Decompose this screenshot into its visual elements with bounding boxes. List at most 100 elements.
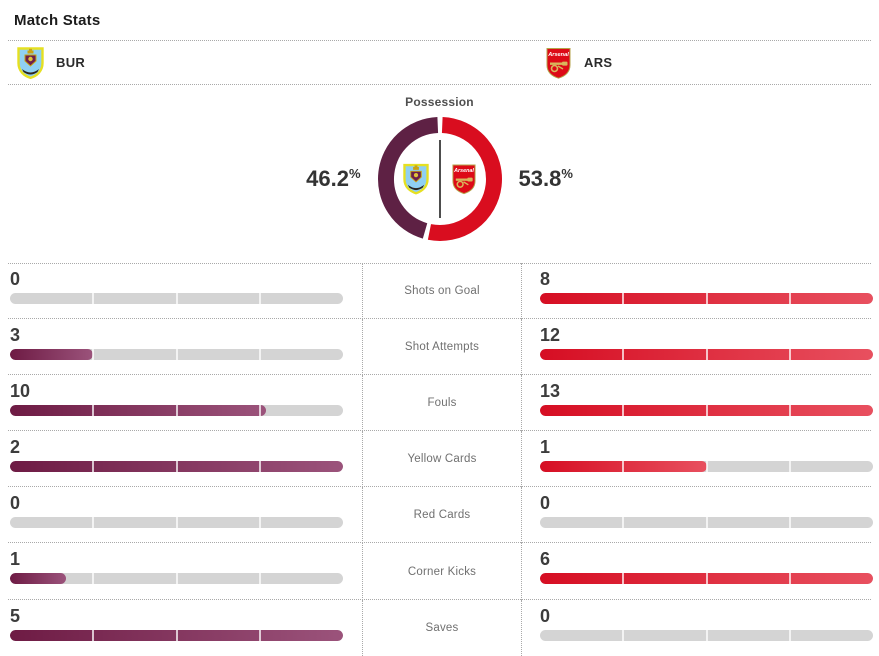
possession-section: Possession 46.2% [0,85,879,263]
bar-segment-divider [258,349,261,361]
bar-segment-divider [258,293,261,304]
stat-row: 10 Fouls 13 [0,375,879,432]
divider [8,374,871,376]
stat-bar-away [540,629,873,641]
divider [8,318,871,320]
possession-chart: 46.2% Arsenal [0,113,879,245]
stat-bar-fill-home [10,349,94,361]
stat-cell-home: 2 [0,431,362,487]
stat-value-away: 0 [540,493,551,514]
stat-bar-away [540,573,873,585]
possession-donut-ring [377,117,502,241]
bar-segment-divider [175,349,178,361]
donut-center-divider [438,140,441,218]
bar-segment-divider [705,293,708,304]
bar-segment-divider [788,405,791,417]
arsenal-crest-icon: Arsenal [451,164,476,195]
stat-value-home: 0 [10,269,21,289]
stat-cell-home: 10 [0,375,362,431]
stat-value-away: 12 [540,325,561,346]
svg-text:Arsenal: Arsenal [453,168,474,174]
stat-cell-home: 3 [0,319,362,375]
stat-cell-away: 1 [522,431,879,487]
stat-value-home: 3 [10,325,21,346]
stat-bar-away [540,461,873,473]
divider [8,542,871,544]
divider [8,430,871,432]
bar-segment-divider [92,349,95,361]
page-title: Match Stats [14,11,101,29]
stat-value-away: 0 [540,605,551,626]
stat-cell-away: 8 [522,263,879,319]
possession-donut: Arsenal [374,113,506,245]
arsenal-crest-text: Arsenal [547,52,569,58]
bar-segment-divider [92,405,95,417]
stat-bar-home [10,573,343,585]
home-team-abbr: BUR [56,55,86,70]
stat-row: 0 Red Cards 0 [0,487,879,544]
stat-value-away: 6 [540,549,551,570]
bar-segment-divider [788,461,791,473]
percent-sign: % [561,166,573,181]
bar-segment-divider [705,573,708,585]
bar-segment-divider [705,349,708,361]
stat-cell-away: 0 [522,487,879,543]
home-possession-value: 46.2% [306,166,361,191]
team-legend-row: BUR Arsenal ARS [0,41,879,84]
stat-row: 5 Saves 0 [0,599,879,656]
stat-cell-away: 12 [522,319,879,375]
bar-segment-divider [258,405,261,417]
bar-segment-divider [175,461,178,473]
home-team: BUR [17,41,85,84]
bar-segment-divider [788,349,791,361]
stat-cell-home: 0 [0,487,362,543]
stat-value-home: 1 [10,549,21,570]
bar-segment-divider [622,629,625,641]
bar-segment-divider [705,629,708,641]
stat-value-home: 0 [10,493,21,514]
stats-table: 0 Shots on Goal 8 3 Shot Attempts 12 10 Fouls 13… [0,263,879,656]
stat-bar-away [540,405,873,417]
bar-segment-divider [258,629,261,641]
stat-label-cell: Saves [362,599,522,656]
stat-bar-home [10,517,343,529]
bar-segment-divider [788,573,791,585]
stat-bar-fill-home [10,405,267,417]
stat-value-home: 10 [10,381,31,402]
divider [8,598,871,600]
stat-bar-away [540,293,873,304]
stat-cell-away: 0 [522,600,879,656]
stat-label: Fouls [427,397,457,410]
stat-cell-away: 13 [522,375,879,431]
stat-label-cell: Shot Attempts [362,319,522,376]
stat-cell-away: 6 [522,543,879,599]
bar-segment-divider [258,517,261,529]
bar-segment-divider [788,517,791,529]
percent-sign: % [348,166,361,181]
divider [8,40,871,41]
burnley-crest-icon [17,46,44,79]
stat-row: 1 Corner Kicks 6 [0,543,879,600]
bar-segment-divider [92,461,95,473]
stat-bar-fill-home [10,573,66,585]
bar-segment-divider [258,461,261,473]
stat-bar-home [10,293,343,304]
burnley-crest-icon [402,163,429,195]
bar-segment-divider [92,517,95,529]
stat-label-cell: Shots on Goal [362,263,522,320]
bar-segment-divider [92,293,95,304]
bar-segment-divider [622,461,625,473]
arsenal-crest-icon: Arsenal [546,47,571,79]
stat-label-cell: Corner Kicks [362,543,522,600]
stat-label: Corner Kicks [407,565,477,578]
stat-label: Shot Attempts [404,341,480,354]
stat-label: Yellow Cards [407,453,477,466]
away-team: Arsenal ARS [545,41,612,84]
stat-label: Red Cards [413,509,471,522]
stat-value-home: 2 [10,437,21,458]
stat-value-away: 1 [540,437,551,458]
stat-label-cell: Red Cards [362,487,522,544]
bar-segment-divider [258,573,261,585]
bar-segment-divider [788,629,791,641]
